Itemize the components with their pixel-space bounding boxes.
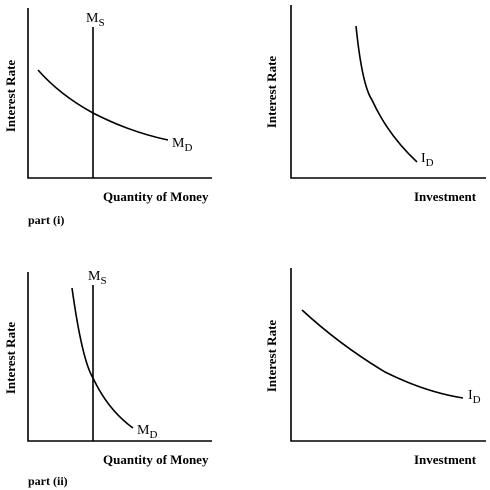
panel3-md-label: MD <box>137 423 157 441</box>
panel2-investment-demand-curve <box>355 25 418 163</box>
panel-money-part-i: Interest Rate Quantity of Money part (i)… <box>3 8 212 227</box>
panel3-xlabel: Quantity of Money <box>103 452 209 467</box>
panel1-axes <box>27 8 212 179</box>
panel3-ms-label: MS <box>88 269 107 287</box>
panel4-investment-demand-curve <box>301 309 464 399</box>
panel1-ms-label: MS <box>86 11 105 29</box>
panel3-axes <box>27 272 212 442</box>
panel-investment-part-ii: Interest Rate Investment ID <box>264 268 486 467</box>
panel4-axes <box>290 268 486 442</box>
panel2-axes <box>290 5 486 179</box>
panel1-ylabel: Interest Rate <box>3 60 18 133</box>
panel3-ylabel: Interest Rate <box>3 322 18 395</box>
panel1-xlabel: Quantity of Money <box>103 189 209 204</box>
panel2-ylabel: Interest Rate <box>264 56 279 129</box>
panel3-part-label: part (ii) <box>28 474 68 488</box>
panel2-xlabel: Investment <box>414 189 477 204</box>
panel1-money-demand-curve <box>37 69 169 141</box>
panel1-part-label: part (i) <box>28 213 64 227</box>
panel4-xlabel: Investment <box>414 452 477 467</box>
panel4-id-label: ID <box>468 388 481 406</box>
panel3-money-demand-curve <box>71 287 134 429</box>
panel1-md-label: MD <box>172 136 192 154</box>
panel-investment-part-i: Interest Rate Investment ID <box>264 5 486 204</box>
panel-money-part-ii: Interest Rate Quantity of Money part (ii… <box>3 269 212 488</box>
panel2-id-label: ID <box>421 151 434 169</box>
panel4-ylabel: Interest Rate <box>264 320 279 393</box>
